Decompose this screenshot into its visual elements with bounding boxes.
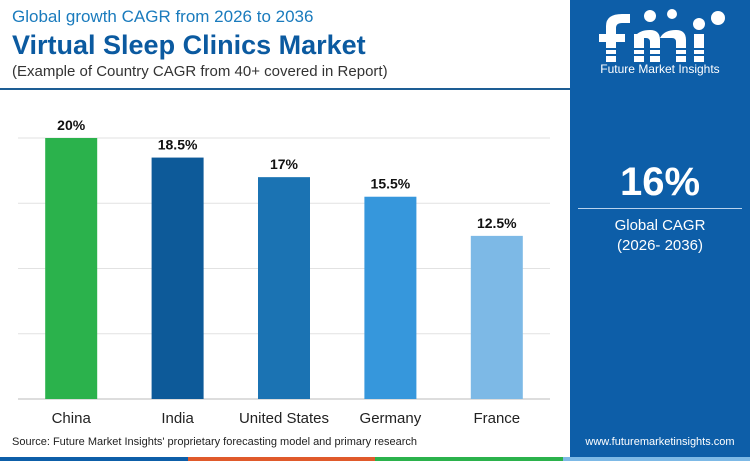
strip-segment bbox=[187, 457, 375, 461]
data-label: 17% bbox=[270, 156, 299, 172]
bar-united-states bbox=[258, 177, 310, 399]
bar-germany bbox=[364, 196, 417, 399]
x-tick-label: China bbox=[52, 410, 92, 427]
data-label: 18.5% bbox=[158, 137, 198, 153]
bar-india bbox=[151, 157, 204, 399]
data-label: 15.5% bbox=[371, 176, 411, 192]
fmi-logo bbox=[594, 9, 734, 62]
data-label: 20% bbox=[57, 117, 86, 133]
header-divider bbox=[0, 88, 570, 90]
chart-note: (Example of Country CAGR from 40+ covere… bbox=[12, 63, 388, 80]
panel-divider bbox=[578, 208, 742, 209]
strip-segment bbox=[0, 457, 188, 461]
bar-chart: 20% China 18.5% India 17% United States 15.5% G… bbox=[18, 117, 550, 427]
x-tick-label: France bbox=[473, 410, 520, 427]
source-note: Source: Future Market Insights' propriet… bbox=[12, 436, 417, 448]
chart-subtitle: Global growth CAGR from 2026 to 2036 bbox=[12, 7, 314, 26]
global-cagr-period: (2026- 2036) bbox=[617, 237, 703, 254]
x-tick-label: Germany bbox=[360, 410, 422, 427]
side-panel: Future Market Insights 16% Global CAGR (… bbox=[570, 0, 750, 461]
bar-china bbox=[45, 138, 98, 399]
x-tick-label: India bbox=[161, 410, 194, 427]
website-link[interactable]: www.futuremarketinsights.com bbox=[585, 436, 735, 448]
global-cagr-value: 16% bbox=[619, 160, 701, 204]
bottom-color-strip bbox=[0, 457, 750, 461]
strip-segment bbox=[562, 457, 750, 461]
chart-title: Virtual Sleep Clinics Market bbox=[12, 30, 366, 60]
bar-france bbox=[470, 235, 523, 399]
data-label: 12.5% bbox=[477, 215, 517, 231]
strip-segment bbox=[375, 457, 563, 461]
global-cagr-label: Global CAGR bbox=[614, 217, 706, 234]
x-tick-label: United States bbox=[239, 410, 329, 427]
logo-text: Future Market Insights bbox=[600, 62, 720, 76]
chart-header: Global growth CAGR from 2026 to 2036 Vir… bbox=[12, 6, 572, 82]
